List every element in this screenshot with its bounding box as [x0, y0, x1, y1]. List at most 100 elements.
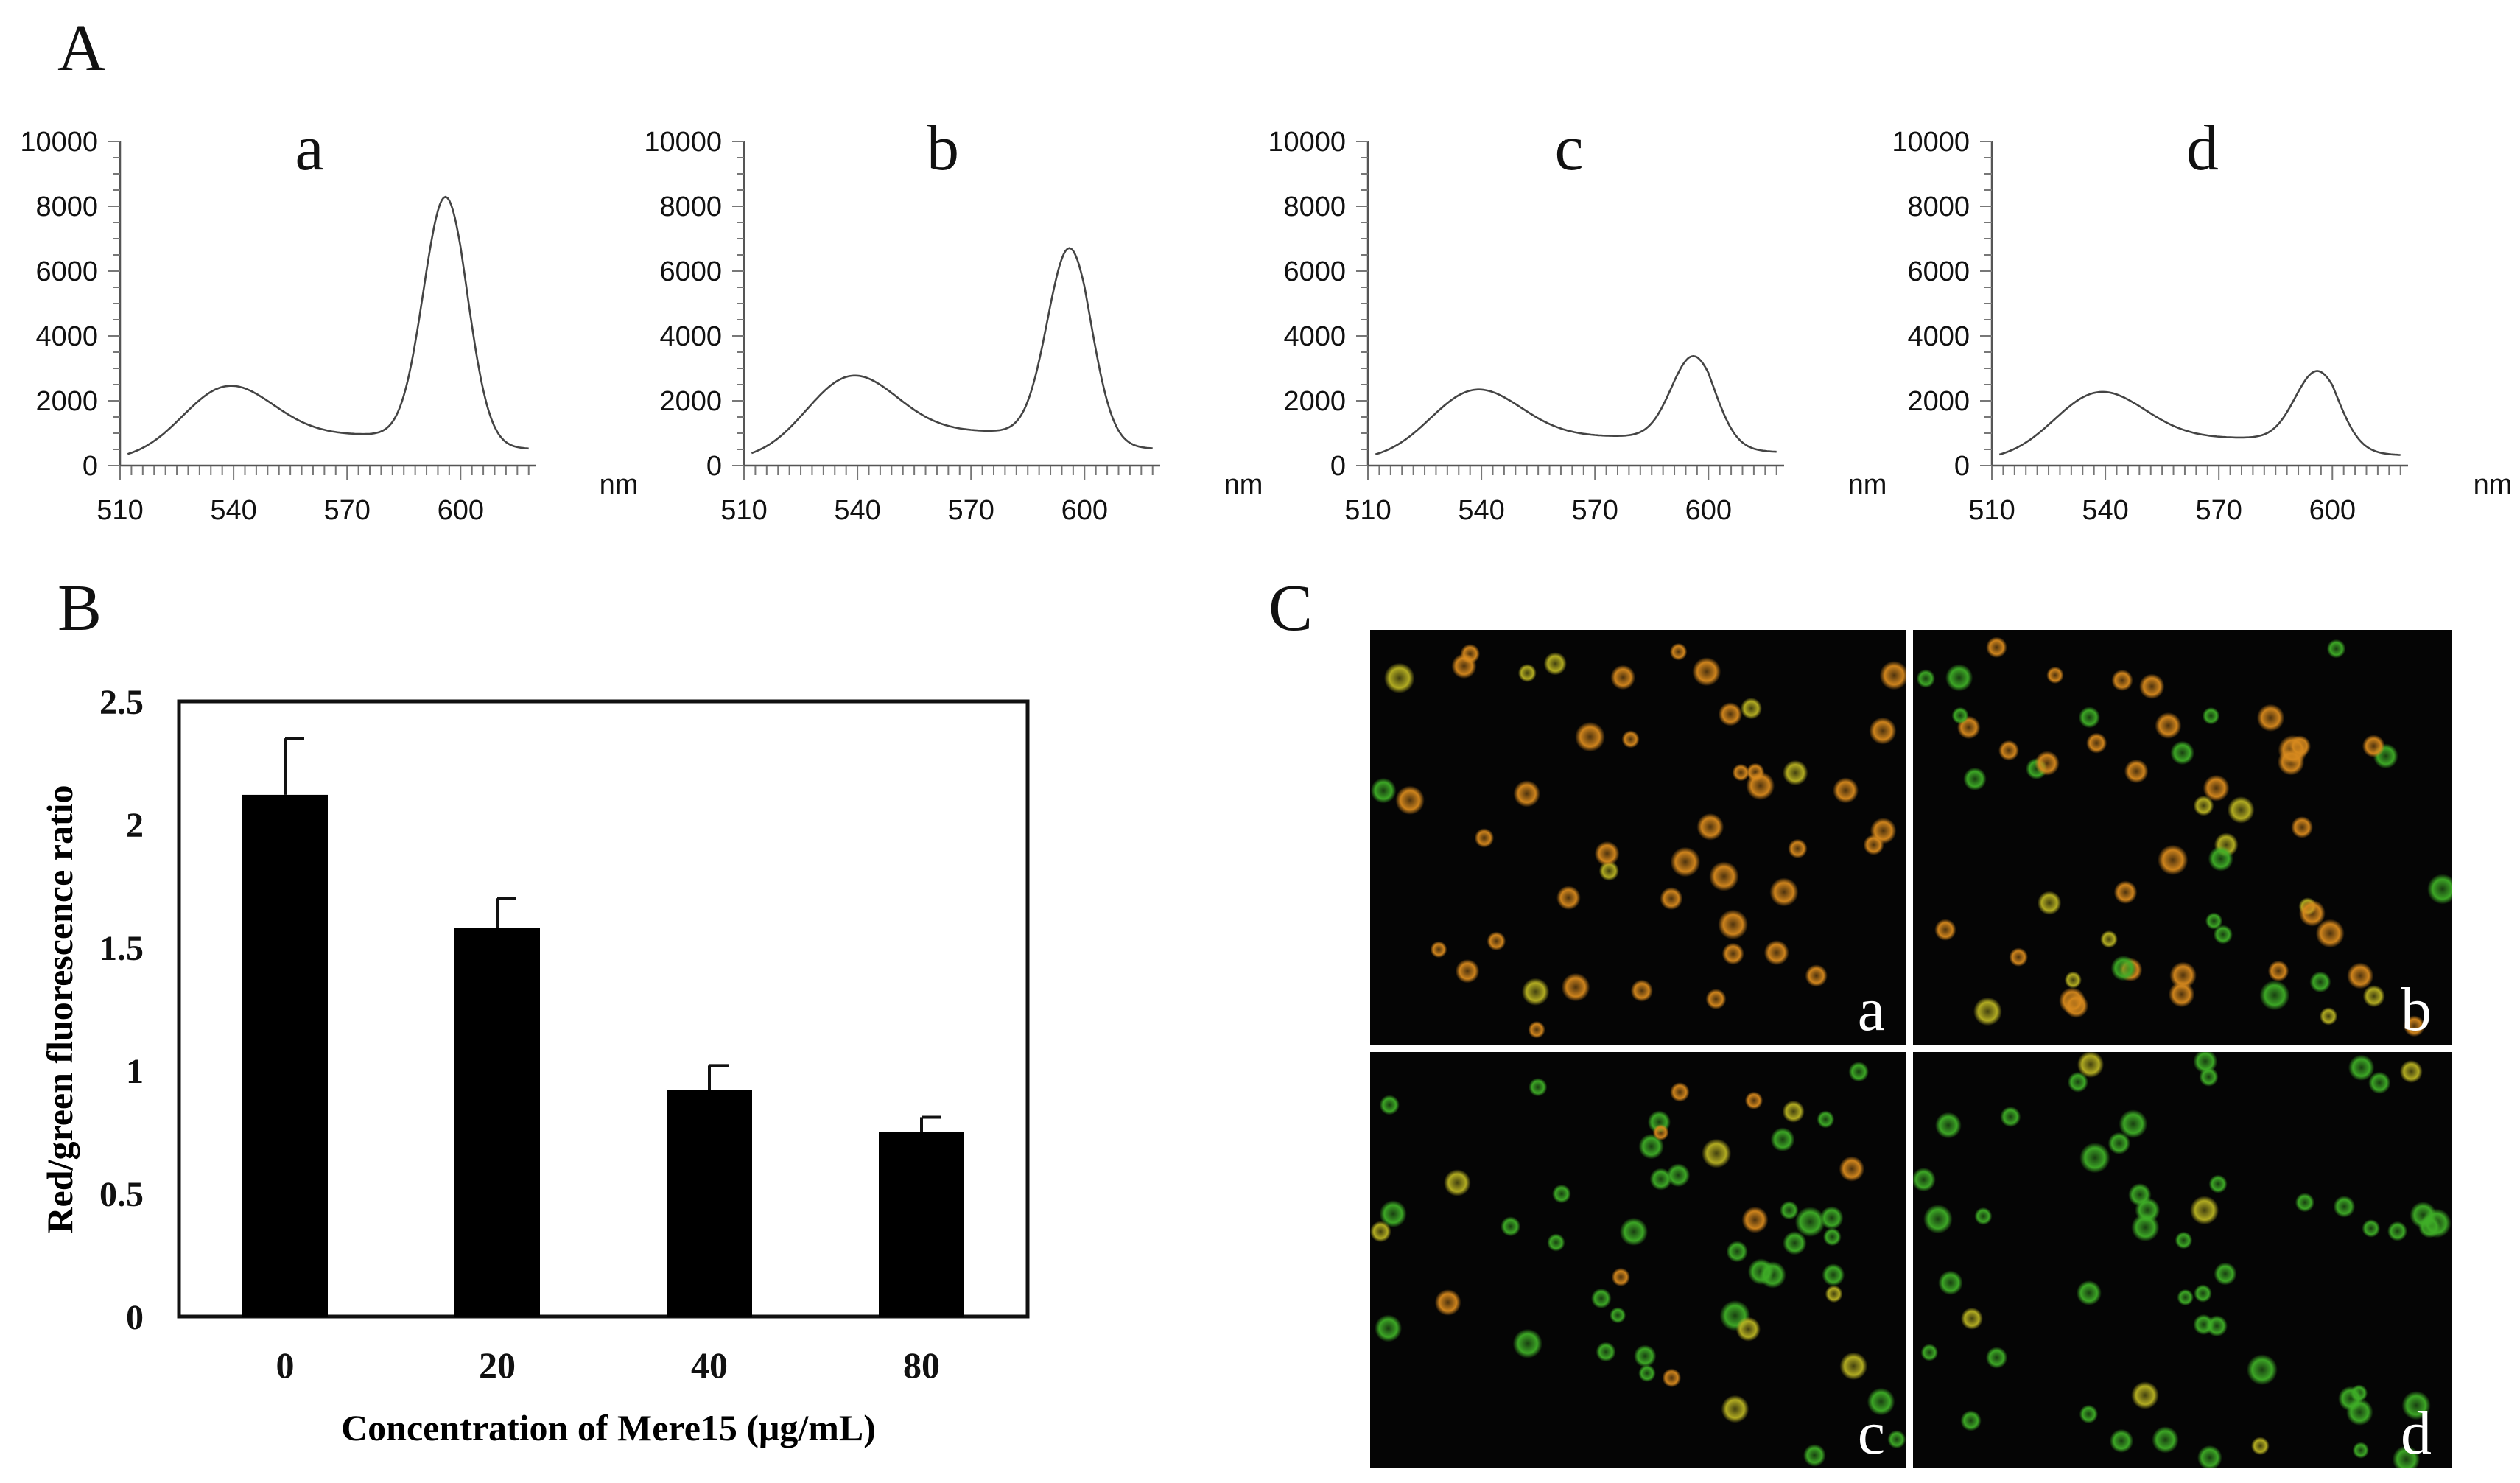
x-tick-label: 0	[276, 1344, 295, 1386]
plot-frame	[177, 699, 1030, 1319]
cell	[2158, 844, 2189, 875]
cell	[2401, 1391, 2431, 1420]
cell	[2009, 947, 2028, 967]
spectrum-y-tick-label: 0	[1330, 451, 1346, 482]
cell	[1960, 1307, 1983, 1330]
cell	[2079, 1404, 2099, 1424]
spectrum-y-tick-label: 4000	[1283, 321, 1346, 352]
spectrum-y-tick-label: 0	[83, 451, 98, 482]
micrograph-a: a	[1370, 630, 1906, 1045]
panel-label-c: C	[1268, 572, 1313, 645]
cell	[1434, 1289, 1461, 1316]
spectrum-y-tick-label: 10000	[1268, 127, 1346, 158]
micrograph-label: c	[1858, 1399, 1885, 1468]
cell	[1951, 707, 1969, 724]
spectrum-y-tick-label: 6000	[35, 256, 98, 287]
cell	[1512, 1328, 1542, 1358]
cell	[1660, 887, 1683, 911]
micrograph-b: b	[1913, 630, 2452, 1045]
cell	[2175, 1231, 2193, 1249]
x-tick-label: 40	[691, 1344, 728, 1386]
cell	[2194, 1284, 2212, 1303]
spectrum-curve	[1375, 354, 1777, 455]
bar	[242, 794, 328, 1317]
cell	[1513, 780, 1540, 807]
cell	[1575, 721, 1605, 752]
cell	[2348, 1054, 2375, 1081]
y-tick-label: 2.5	[99, 683, 144, 722]
cell	[2326, 639, 2346, 659]
cell	[1384, 662, 1415, 694]
cell	[2333, 1196, 2356, 1218]
cell	[1619, 1217, 1648, 1246]
x-tick-label: 20	[479, 1344, 516, 1386]
cell	[1920, 1344, 1939, 1361]
cell	[2208, 846, 2233, 872]
cell	[2155, 712, 2182, 739]
cell	[1782, 1100, 1805, 1123]
cell	[2113, 880, 2138, 904]
cell	[2111, 669, 2133, 692]
cell	[1370, 777, 1397, 804]
spectrum-y-tick-label: 6000	[1907, 256, 1970, 287]
spectrum-x-tick-label: 600	[2309, 495, 2356, 526]
cell	[2197, 1445, 2222, 1468]
cell	[2190, 1196, 2219, 1225]
cell	[1998, 740, 2019, 761]
cell	[2035, 751, 2060, 776]
cell	[1552, 1184, 1571, 1204]
cell	[2124, 759, 2149, 784]
y-tick-label: 0.5	[99, 1175, 144, 1214]
cell	[1923, 1204, 1953, 1234]
cell	[2169, 981, 2195, 1008]
cell	[2362, 985, 2385, 1008]
cell	[1547, 1233, 1565, 1252]
cell	[1528, 1021, 1545, 1039]
cell	[1610, 1307, 1626, 1324]
cell	[2247, 1354, 2278, 1386]
cell	[2399, 1060, 2423, 1083]
cell	[1474, 828, 1495, 848]
bar	[667, 1090, 752, 1317]
cell	[1721, 1395, 1749, 1423]
spectrum-chart-a: a nm 0 2000 4000 6000 8000 10000 510 540 570 600	[20, 113, 638, 526]
cell	[1379, 1095, 1400, 1115]
cell	[2169, 961, 2197, 989]
cell	[1529, 1078, 1548, 1097]
spectrum-title: a	[295, 113, 323, 184]
spectrum-y-tick-label: 6000	[1283, 256, 1346, 287]
cell-layer	[1913, 1052, 2451, 1468]
spectrum-x-tick-label: 540	[834, 495, 880, 526]
cell	[2278, 748, 2305, 776]
cell	[1839, 1156, 1864, 1182]
cell	[1638, 1134, 1664, 1160]
y-tick-label: 1	[126, 1052, 144, 1091]
cell	[2214, 1262, 2237, 1286]
cell	[2067, 1071, 2088, 1093]
cell	[2193, 795, 2214, 816]
cell	[1740, 698, 1762, 720]
cell	[2362, 735, 2385, 758]
cell	[1726, 1241, 1748, 1263]
cell-layer	[1916, 637, 2452, 1037]
spectrum-x-tick-label: 600	[1061, 495, 1108, 526]
cell	[1721, 942, 1744, 965]
cell	[1794, 1207, 1825, 1237]
cell	[1718, 909, 1748, 940]
cell	[2392, 1445, 2421, 1468]
cell	[2362, 1219, 2381, 1238]
spectrum-x-tick-label: 600	[438, 495, 484, 526]
cell	[2291, 816, 2314, 838]
cell	[2205, 912, 2223, 930]
cell	[2135, 1197, 2161, 1223]
cell	[1744, 1091, 1763, 1110]
y-axis-label: Red/green fluorescence ratio	[39, 785, 80, 1233]
cell	[1543, 652, 1567, 676]
spectrum-x-tick-label: 570	[323, 495, 370, 526]
cell	[1718, 702, 1743, 726]
spectrum-y-tick-label: 0	[706, 451, 722, 482]
cell	[1938, 1270, 1963, 1295]
spectrum-y-tick-label: 4000	[35, 321, 98, 352]
cell	[1634, 1344, 1657, 1367]
cell	[1375, 1314, 1403, 1342]
